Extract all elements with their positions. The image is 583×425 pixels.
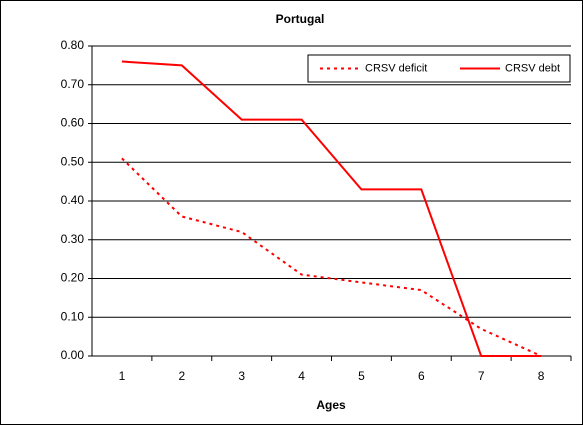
x-tick-label: 5 <box>358 369 365 383</box>
x-tick-label: 4 <box>298 369 305 383</box>
y-tick-label: 0.40 <box>61 193 85 207</box>
series-line <box>121 60 542 357</box>
y-tick-label: 0.30 <box>61 232 85 246</box>
y-tick-label: 0.50 <box>61 154 85 168</box>
y-tick-label: 0.80 <box>61 38 85 52</box>
y-tick-label: 0.70 <box>61 77 85 91</box>
y-tick-label: 0.10 <box>61 309 85 323</box>
x-tick-label: 2 <box>178 369 185 383</box>
x-tick-label: 3 <box>238 369 245 383</box>
x-tick-label: 8 <box>538 369 545 383</box>
x-tick-label: 7 <box>478 369 485 383</box>
y-tick-label: 0.20 <box>61 271 85 285</box>
x-tick-label: 6 <box>418 369 425 383</box>
legend-label: CRSV debt <box>505 62 560 74</box>
legend-label: CRSV deficit <box>365 62 427 74</box>
legend-box <box>307 54 571 83</box>
y-tick-label: 0.00 <box>61 348 85 362</box>
x-tick-label: 1 <box>119 369 126 383</box>
series-line <box>121 157 542 357</box>
y-tick-label: 0.60 <box>61 116 85 130</box>
chart-title: Portugal <box>276 12 325 26</box>
x-axis-title: Ages <box>316 398 346 412</box>
